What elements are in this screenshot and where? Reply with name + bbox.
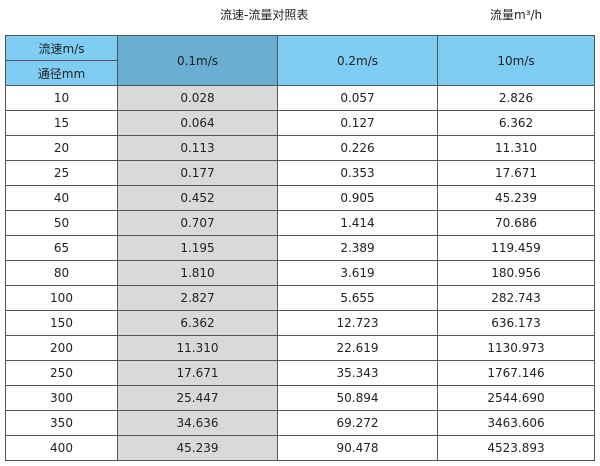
flow-cell: 90.478 [277, 435, 438, 461]
table-row: 50 0.707 1.414 70.686 [5, 210, 595, 236]
flow-cell: 69.272 [277, 410, 438, 436]
flow-cell: 17.671 [117, 360, 278, 386]
flow-cell: 2.389 [277, 235, 438, 261]
flow-cell: 70.686 [437, 210, 595, 236]
table-row: 150 6.362 12.723 636.173 [5, 310, 595, 336]
flow-cell: 22.619 [277, 335, 438, 361]
column-header: 0.2m/s [277, 35, 438, 86]
diameter-cell: 250 [5, 360, 118, 386]
header-row: 流速m/s 0.1m/s 0.2m/s 10m/s [5, 35, 595, 86]
flow-cell: 4523.893 [437, 435, 595, 461]
flow-cell: 0.353 [277, 160, 438, 186]
flow-cell: 0.177 [117, 160, 278, 186]
diameter-cell: 150 [5, 310, 118, 336]
flow-cell: 45.239 [117, 435, 278, 461]
flow-cell: 1.414 [277, 210, 438, 236]
flow-cell: 0.226 [277, 135, 438, 161]
column-header: 0.1m/s [117, 35, 278, 86]
flow-cell: 3463.606 [437, 410, 595, 436]
flow-cell: 1.810 [117, 260, 278, 286]
flow-cell: 0.113 [117, 135, 278, 161]
table-row: 100 2.827 5.655 282.743 [5, 285, 595, 311]
unit-label: 流量m³/h [490, 8, 543, 22]
flow-cell: 0.452 [117, 185, 278, 211]
flow-cell: 636.173 [437, 310, 595, 336]
diameter-cell: 65 [5, 235, 118, 261]
column-header: 10m/s [437, 35, 595, 86]
table-row: 65 1.195 2.389 119.459 [5, 235, 595, 261]
flow-cell: 0.905 [277, 185, 438, 211]
flow-cell: 1767.146 [437, 360, 595, 386]
flow-cell: 0.127 [277, 110, 438, 136]
diameter-cell: 200 [5, 335, 118, 361]
table-row: 250 17.671 35.343 1767.146 [5, 360, 595, 386]
diameter-label: 通径mm [5, 60, 118, 86]
table-row: 25 0.177 0.353 17.671 [5, 160, 595, 186]
table-row: 20 0.113 0.226 11.310 [5, 135, 595, 161]
diameter-cell: 300 [5, 385, 118, 411]
flow-cell: 50.894 [277, 385, 438, 411]
flow-cell: 6.362 [437, 110, 595, 136]
flow-cell: 0.057 [277, 85, 438, 111]
flow-cell: 25.447 [117, 385, 278, 411]
diameter-cell: 80 [5, 260, 118, 286]
table-row: 10 0.028 0.057 2.826 [5, 85, 595, 111]
flow-cell: 6.362 [117, 310, 278, 336]
diameter-cell: 10 [5, 85, 118, 111]
flow-cell: 34.636 [117, 410, 278, 436]
diameter-cell: 15 [5, 110, 118, 136]
flow-cell: 282.743 [437, 285, 595, 311]
table-row: 350 34.636 69.272 3463.606 [5, 410, 595, 436]
flow-cell: 11.310 [437, 135, 595, 161]
flow-cell: 0.707 [117, 210, 278, 236]
flow-table: 流速m/s 0.1m/s 0.2m/s 10m/s 通径mm 10 0.028 0.… [5, 35, 595, 461]
diameter-cell: 400 [5, 435, 118, 461]
diameter-cell: 40 [5, 185, 118, 211]
table-row: 400 45.239 90.478 4523.893 [5, 435, 595, 461]
diameter-cell: 350 [5, 410, 118, 436]
flow-cell: 2544.690 [437, 385, 595, 411]
velocity-label: 流速m/s [5, 35, 118, 61]
flow-cell: 0.064 [117, 110, 278, 136]
table-row: 300 25.447 50.894 2544.690 [5, 385, 595, 411]
flow-cell: 17.671 [437, 160, 595, 186]
diameter-cell: 100 [5, 285, 118, 311]
table-row: 80 1.810 3.619 180.956 [5, 260, 595, 286]
flow-cell: 1130.973 [437, 335, 595, 361]
flow-cell: 180.956 [437, 260, 595, 286]
flow-cell: 0.028 [117, 85, 278, 111]
flow-cell: 3.619 [277, 260, 438, 286]
table-row: 15 0.064 0.127 6.362 [5, 110, 595, 136]
table-title: 流速-流量对照表 [220, 8, 309, 22]
flow-cell: 5.655 [277, 285, 438, 311]
diameter-cell: 25 [5, 160, 118, 186]
table-row: 200 11.310 22.619 1130.973 [5, 335, 595, 361]
flow-cell: 1.195 [117, 235, 278, 261]
flow-cell: 2.826 [437, 85, 595, 111]
flow-cell: 35.343 [277, 360, 438, 386]
flow-cell: 119.459 [437, 235, 595, 261]
flow-cell: 12.723 [277, 310, 438, 336]
flow-cell: 45.239 [437, 185, 595, 211]
diameter-cell: 20 [5, 135, 118, 161]
diameter-cell: 50 [5, 210, 118, 236]
header-row: 通径mm [5, 60, 595, 86]
flow-cell: 2.827 [117, 285, 278, 311]
flow-cell: 11.310 [117, 335, 278, 361]
table-row: 40 0.452 0.905 45.239 [5, 185, 595, 211]
